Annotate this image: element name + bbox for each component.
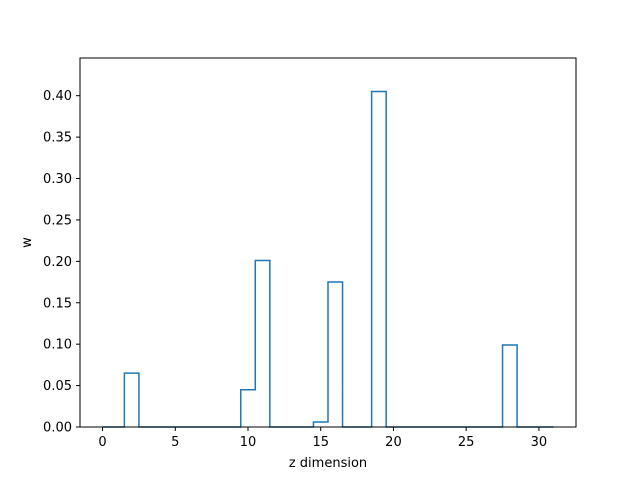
x-tick-label: 0	[98, 435, 106, 450]
y-tick-label: 0.10	[43, 338, 72, 353]
x-tick-label: 20	[385, 435, 402, 450]
y-tick-label: 0.00	[43, 421, 72, 436]
x-tick-label: 30	[531, 435, 548, 450]
y-axis-ticks: 0.00 0.05 0.10 0.15 0.20 0.25 0.30 0.35 0.40	[43, 89, 80, 436]
y-axis-label: w	[20, 237, 35, 248]
y-tick-label: 0.40	[43, 89, 72, 104]
y-tick-label: 0.15	[43, 296, 72, 311]
x-tick-label: 15	[312, 435, 329, 450]
x-axis-label: z dimension	[289, 456, 367, 471]
y-tick-label: 0.30	[43, 172, 72, 187]
y-tick-label: 0.05	[43, 379, 72, 394]
x-tick-label: 5	[171, 435, 179, 450]
y-tick-label: 0.20	[43, 255, 72, 270]
y-tick-label: 0.35	[43, 131, 72, 146]
x-tick-label: 10	[240, 435, 257, 450]
x-tick-label: 25	[458, 435, 475, 450]
axes-frame	[79, 57, 577, 428]
y-tick-label: 0.25	[43, 213, 72, 228]
x-axis-ticks: 0 5 10 15 20 25 30	[98, 427, 547, 450]
